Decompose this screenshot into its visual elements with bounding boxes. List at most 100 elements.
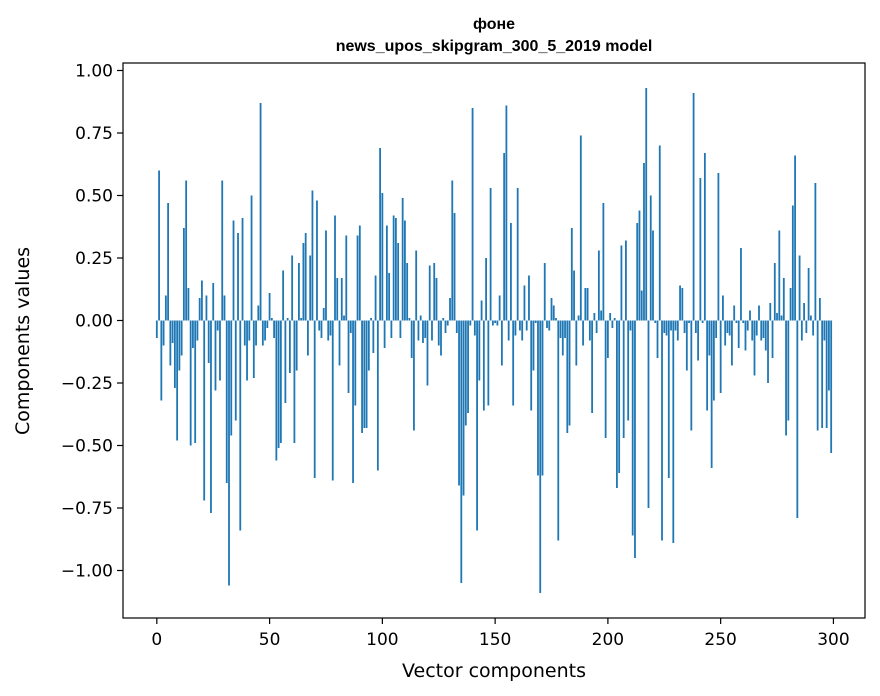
bar xyxy=(336,278,339,321)
bar xyxy=(376,320,379,471)
chart-title-line1: фоне xyxy=(473,16,515,33)
bar xyxy=(232,220,235,321)
bar xyxy=(496,320,499,326)
bar xyxy=(273,320,275,338)
bar xyxy=(248,320,251,341)
bar xyxy=(442,318,445,321)
bar xyxy=(160,320,163,401)
bar xyxy=(214,320,217,391)
bar xyxy=(663,320,666,333)
y-tick-label: −0.25 xyxy=(61,374,113,394)
bar-series xyxy=(155,88,833,593)
bar xyxy=(622,320,625,438)
bar xyxy=(604,320,607,438)
bar xyxy=(579,135,582,321)
bar xyxy=(279,320,282,443)
bar xyxy=(561,320,564,356)
bar xyxy=(749,310,751,321)
bar xyxy=(582,320,584,346)
bar xyxy=(394,218,397,321)
x-tick-label: 100 xyxy=(366,630,398,650)
bar xyxy=(616,320,618,488)
bar xyxy=(298,263,300,321)
bar xyxy=(629,320,632,331)
bar xyxy=(521,320,524,341)
bar xyxy=(426,320,429,386)
bar xyxy=(724,320,727,346)
bar xyxy=(164,295,167,321)
bar xyxy=(638,210,641,321)
bar xyxy=(178,320,181,371)
bar xyxy=(661,320,663,541)
bar xyxy=(162,320,165,346)
bar xyxy=(523,285,526,321)
x-axis-label: Vector components xyxy=(402,660,586,682)
bar xyxy=(534,320,537,323)
bar xyxy=(744,320,747,351)
bar xyxy=(796,320,799,518)
bar xyxy=(288,320,291,373)
bar xyxy=(658,145,661,321)
bar xyxy=(665,320,668,336)
bar xyxy=(302,243,305,321)
bar xyxy=(726,320,729,333)
bar xyxy=(595,320,598,333)
bar xyxy=(345,235,348,321)
bar xyxy=(361,320,363,433)
bar xyxy=(767,320,769,383)
bar xyxy=(494,320,497,323)
bar xyxy=(787,320,790,421)
bar xyxy=(385,225,388,321)
bar xyxy=(602,203,605,321)
bar xyxy=(514,320,517,336)
bar xyxy=(575,320,578,366)
bar xyxy=(383,320,386,348)
bar xyxy=(176,320,179,441)
bar xyxy=(210,320,212,513)
bar xyxy=(462,320,465,496)
bar xyxy=(428,265,431,321)
bar xyxy=(325,230,327,321)
bar xyxy=(688,320,690,323)
bar xyxy=(812,320,815,336)
plot-frame xyxy=(122,62,866,619)
bar xyxy=(194,320,197,443)
bar xyxy=(349,320,352,333)
bar xyxy=(261,320,264,346)
bar xyxy=(451,180,454,321)
bar xyxy=(785,320,787,436)
bar xyxy=(329,320,332,336)
bar xyxy=(543,263,546,321)
bar xyxy=(415,250,418,321)
bar xyxy=(471,108,474,321)
bar xyxy=(180,320,183,356)
bar xyxy=(410,320,413,358)
bar xyxy=(270,318,273,321)
bar xyxy=(746,320,749,331)
bar xyxy=(266,320,269,328)
bar xyxy=(591,320,593,413)
bar xyxy=(800,320,803,341)
bar xyxy=(182,228,185,321)
bar xyxy=(735,320,738,323)
bar xyxy=(588,320,591,341)
bar xyxy=(676,320,679,341)
y-tick-label: 0.25 xyxy=(75,249,113,269)
bar xyxy=(404,220,406,321)
bar xyxy=(295,320,298,371)
bar xyxy=(363,320,366,428)
bar xyxy=(212,283,215,321)
bar xyxy=(503,153,506,321)
bar xyxy=(546,320,548,328)
bar xyxy=(478,320,481,381)
bar xyxy=(791,205,794,321)
bar xyxy=(656,320,659,358)
bar xyxy=(311,190,314,321)
bar xyxy=(464,320,467,426)
x-tick-label: 150 xyxy=(479,630,511,650)
bar xyxy=(555,318,557,321)
bar xyxy=(500,320,503,366)
bar xyxy=(304,233,307,321)
bar xyxy=(237,233,239,321)
bar xyxy=(803,303,805,321)
